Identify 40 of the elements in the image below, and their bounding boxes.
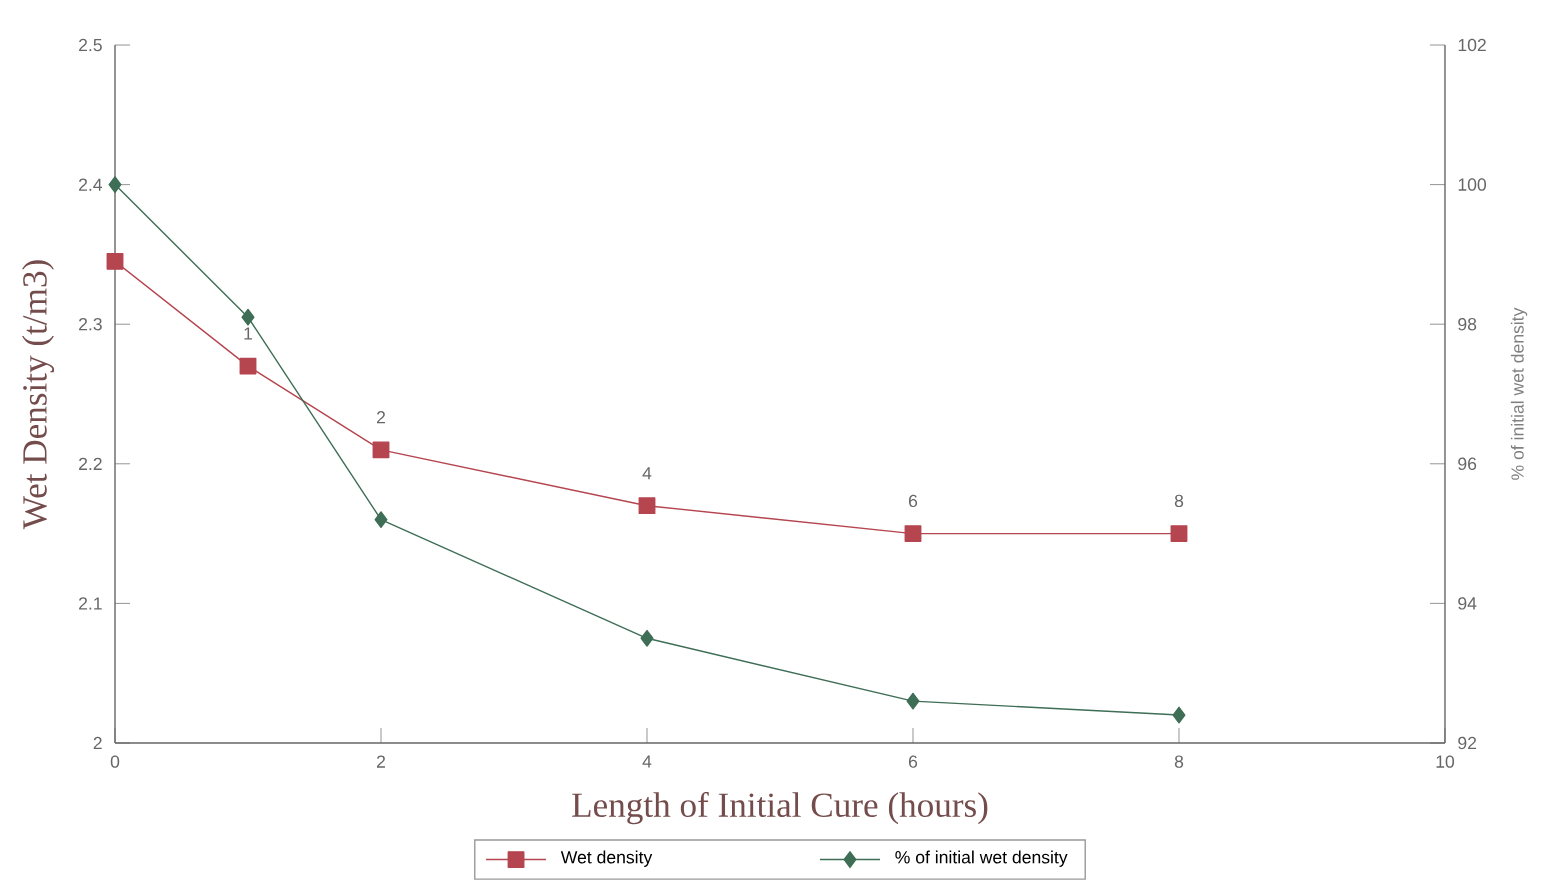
y-tick-label: 2.5 xyxy=(79,38,102,52)
y-axis-title: Wet Density (t/m3) xyxy=(22,260,55,530)
point xyxy=(106,252,124,270)
x-tick-label: 4 xyxy=(642,755,652,768)
legend-label: % of initial wet density xyxy=(895,850,1068,867)
y2-tick-label: 100 xyxy=(1458,178,1487,191)
x-axis-title: Length of Initial Cure (hours) xyxy=(572,791,988,825)
y-tick-label: 2.3 xyxy=(79,317,102,331)
y-tick-label: 2.4 xyxy=(79,178,103,191)
point xyxy=(638,497,656,515)
point xyxy=(906,692,920,710)
y2-tick-label: 94 xyxy=(1458,597,1477,610)
y-tick-label: 2 xyxy=(93,736,102,750)
x-tick-label: 2 xyxy=(377,755,385,768)
point xyxy=(640,629,654,647)
point xyxy=(1170,525,1188,543)
point xyxy=(241,308,255,326)
point xyxy=(108,176,122,194)
legend-label: Wet density xyxy=(560,850,653,867)
annotation: 6 xyxy=(908,494,918,508)
x-tick-label: 8 xyxy=(1174,755,1184,768)
point xyxy=(1172,706,1186,724)
point xyxy=(372,441,390,459)
y2-axis-title: % of initial wet density xyxy=(1510,307,1528,480)
y2-tick-label: 96 xyxy=(1458,457,1477,471)
point xyxy=(904,525,922,543)
y-tick-label: 2.1 xyxy=(79,597,102,610)
y2-tick-label: 98 xyxy=(1458,317,1477,331)
annotation: 1 xyxy=(244,327,253,340)
point xyxy=(374,511,388,529)
x-tick-label: 10 xyxy=(1436,755,1455,768)
x-tick-label: 6 xyxy=(908,755,918,768)
y2-tick-label: 102 xyxy=(1458,38,1486,52)
y-tick-label: 2.2 xyxy=(79,457,102,470)
y2-tick-label: 92 xyxy=(1458,736,1477,750)
annotation: 2 xyxy=(377,411,385,424)
annotation: 8 xyxy=(1174,494,1184,508)
point xyxy=(239,357,257,375)
annotation: 4 xyxy=(642,467,652,480)
x-tick-label: 0 xyxy=(110,755,120,768)
